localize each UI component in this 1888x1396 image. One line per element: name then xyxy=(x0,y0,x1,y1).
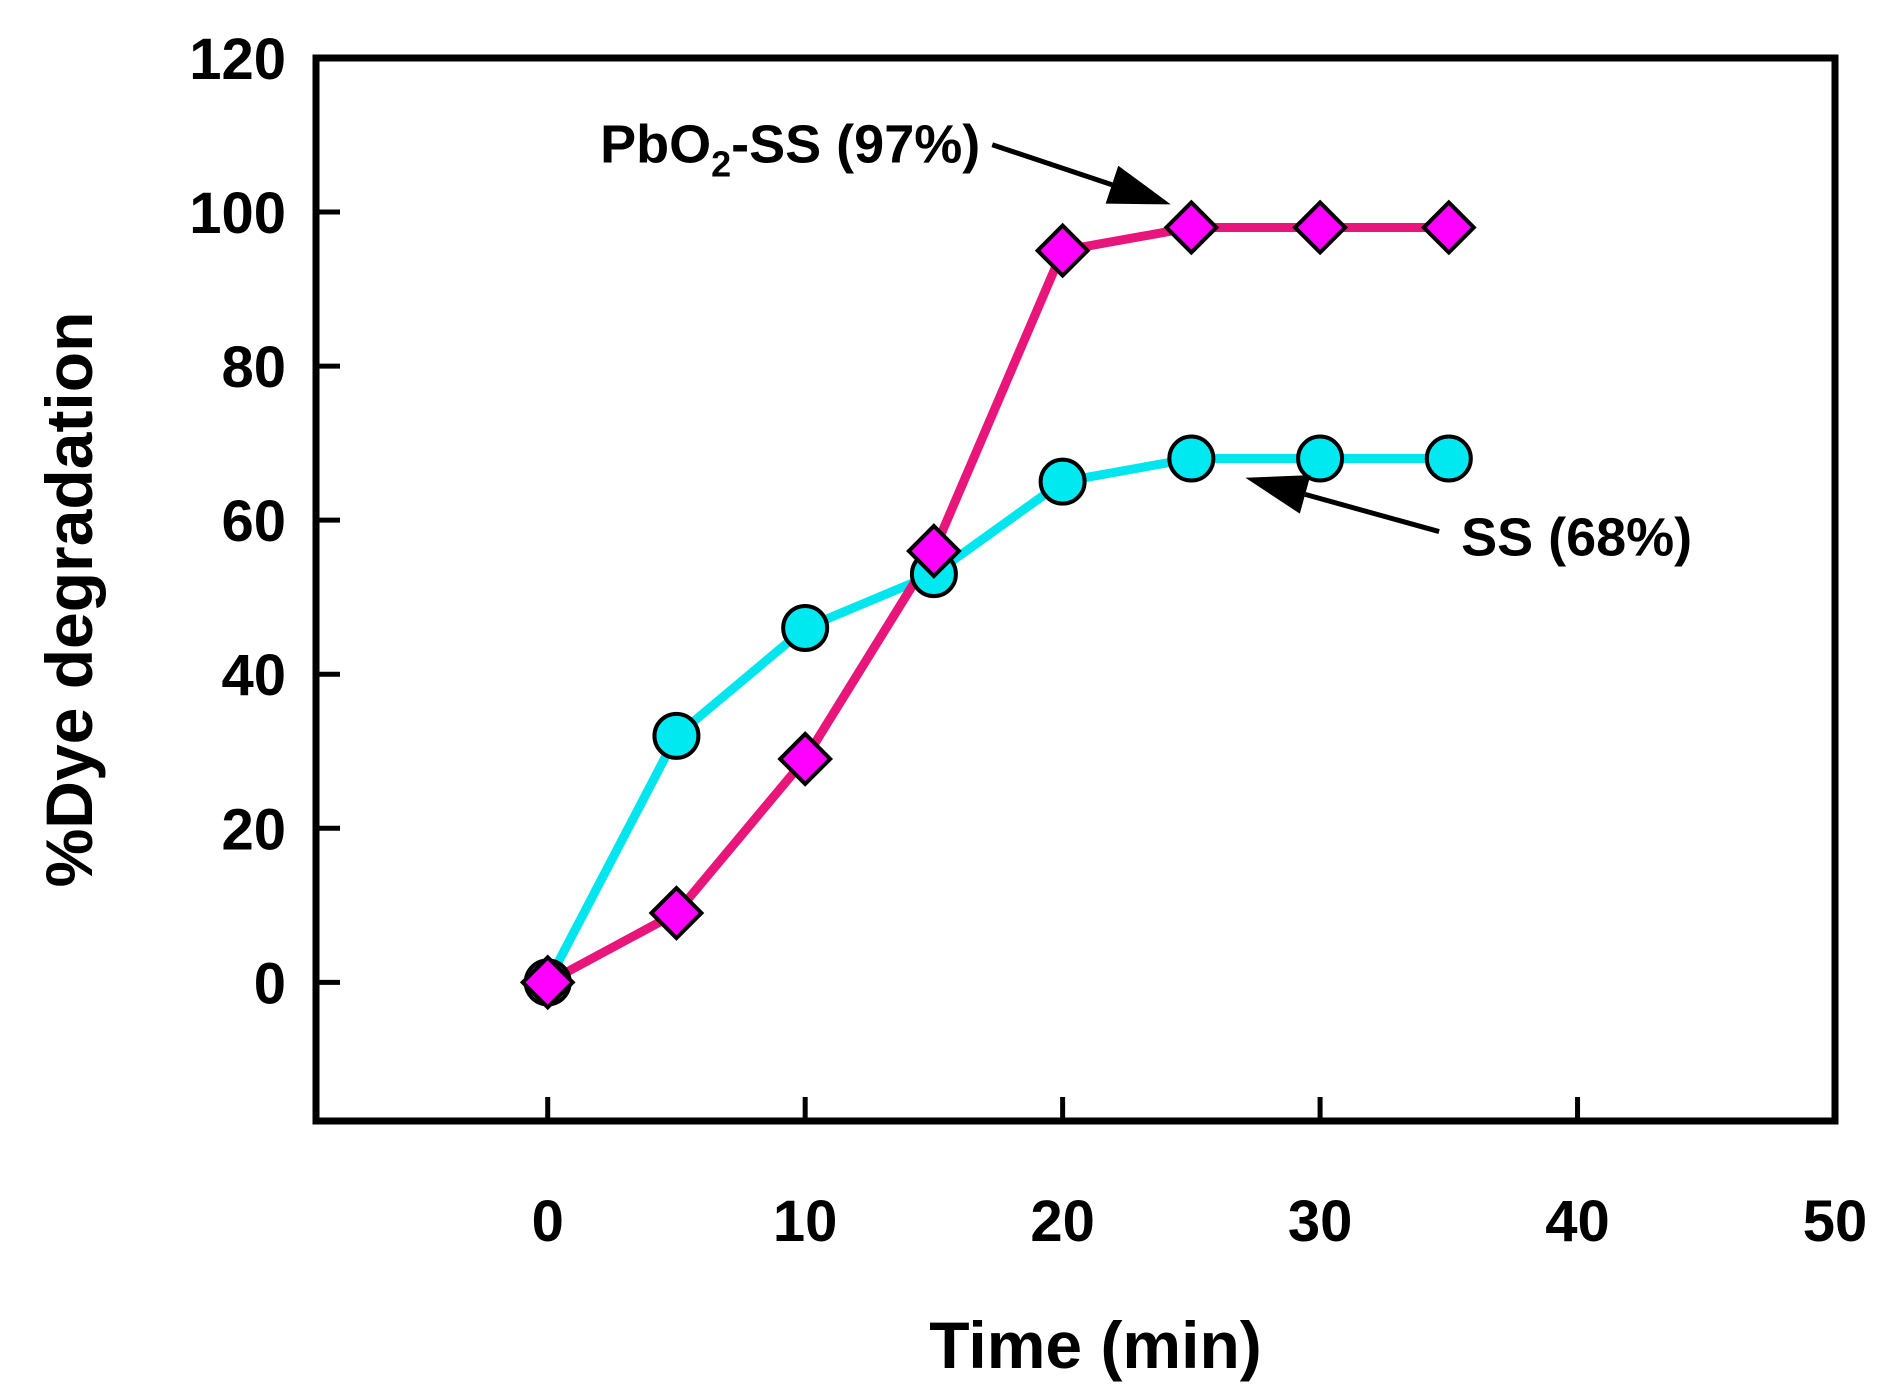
y-tick-label: 40 xyxy=(221,643,286,708)
data-point-pbo2-ss xyxy=(1292,199,1348,256)
plot-frame xyxy=(312,54,1839,1125)
annotation-pbo2-ss-arrow xyxy=(991,142,1171,205)
x-axis-ticks: 0 10 20 30 40 50 xyxy=(532,1097,1868,1254)
data-point-pbo2-ss xyxy=(1034,222,1091,279)
annotation-ss-label: SS (68%) xyxy=(1461,508,1692,568)
series-markers xyxy=(519,199,1477,1011)
x-tick-label: 50 xyxy=(1803,1189,1868,1254)
annotation-text-part: PbO xyxy=(600,115,711,175)
annotation-text-part: -SS (97%) xyxy=(731,115,980,175)
arrow-head xyxy=(1245,475,1311,514)
y-tick-label: 20 xyxy=(221,797,286,862)
data-point-pbo2-ss xyxy=(777,731,833,787)
subscript: 2 xyxy=(711,144,731,185)
arrow-head xyxy=(1105,165,1171,205)
data-point-pbo2-ss xyxy=(1163,199,1220,256)
data-point-ss xyxy=(1038,457,1087,506)
series-lines xyxy=(543,222,1454,987)
x-tick-label: 0 xyxy=(532,1189,564,1254)
x-tick-label: 40 xyxy=(1545,1189,1610,1254)
x-axis-title: Time (min) xyxy=(929,1308,1261,1382)
annotations: PbO2-SS (97%) SS (68%) xyxy=(600,115,1692,568)
x-tick-label: 20 xyxy=(1030,1189,1095,1254)
data-point-ss xyxy=(781,604,830,653)
series-line-pbo2-ss xyxy=(543,222,1454,987)
data-point-ss xyxy=(1296,434,1345,483)
y-tick-label: 100 xyxy=(189,181,286,246)
y-axis-title: %Dye degradation xyxy=(32,312,106,888)
annotation-ss-arrow xyxy=(1245,475,1440,534)
data-point-ss xyxy=(1424,434,1473,483)
data-point-pbo2-ss xyxy=(519,954,576,1011)
x-tick-label: 30 xyxy=(1288,1189,1353,1254)
data-point-pbo2-ss xyxy=(648,885,705,941)
x-tick-label: 10 xyxy=(773,1189,838,1254)
y-tick-label: 0 xyxy=(254,951,286,1016)
data-point-pbo2-ss xyxy=(906,523,962,579)
data-point-pbo2-ss xyxy=(1420,199,1477,256)
data-point-ss xyxy=(652,711,701,760)
arrow-shaft xyxy=(991,142,1113,188)
arrow-shaft xyxy=(1304,491,1440,534)
data-point-ss xyxy=(1167,434,1216,483)
y-axis-ticks: 0 20 40 60 80 100 120 xyxy=(189,27,340,1016)
y-tick-label: 120 xyxy=(189,27,286,92)
annotation-pbo2-ss-label: PbO2-SS (97%) xyxy=(600,115,980,185)
y-tick-label: 80 xyxy=(221,335,286,400)
y-tick-label: 60 xyxy=(221,489,286,554)
